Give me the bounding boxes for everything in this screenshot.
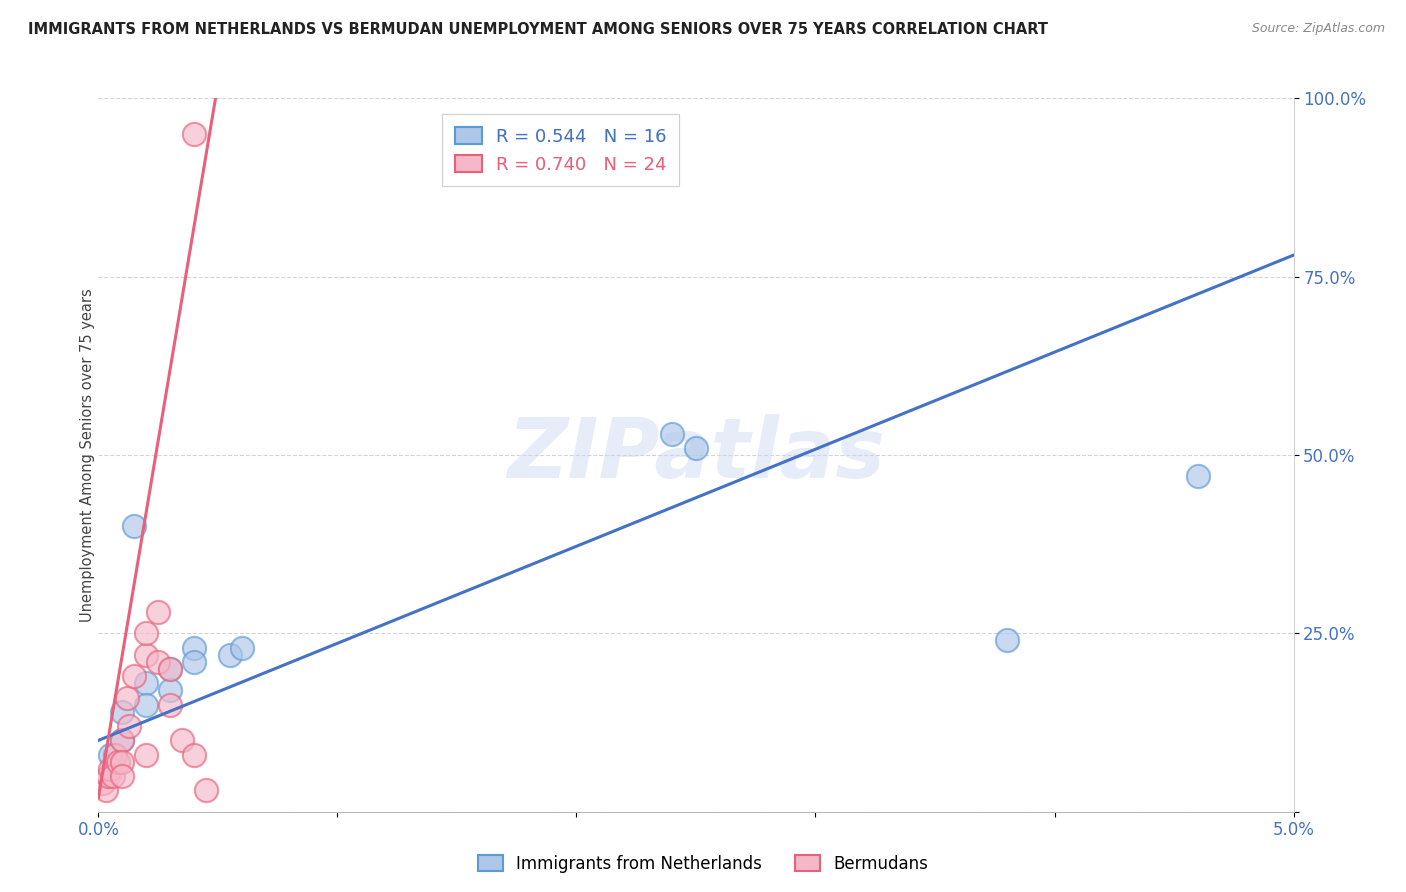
Point bbox=[94, 783, 117, 797]
Point bbox=[111, 755, 134, 769]
Point bbox=[995, 633, 1018, 648]
Point bbox=[111, 705, 134, 719]
Point bbox=[98, 762, 122, 776]
Y-axis label: Unemployment Among Seniors over 75 years: Unemployment Among Seniors over 75 years bbox=[80, 288, 94, 622]
Point bbox=[194, 783, 218, 797]
Point bbox=[124, 519, 146, 533]
Point bbox=[685, 441, 707, 455]
Point bbox=[135, 648, 157, 662]
Legend: Immigrants from Netherlands, Bermudans: Immigrants from Netherlands, Bermudans bbox=[471, 848, 935, 880]
Point bbox=[1187, 469, 1209, 483]
Point bbox=[124, 669, 146, 683]
Point bbox=[111, 769, 134, 783]
Point bbox=[148, 655, 170, 669]
Point bbox=[219, 648, 242, 662]
Point bbox=[159, 662, 181, 676]
Point bbox=[172, 733, 194, 747]
Point bbox=[231, 640, 253, 655]
Point bbox=[135, 698, 157, 712]
Point bbox=[97, 769, 120, 783]
Text: Source: ZipAtlas.com: Source: ZipAtlas.com bbox=[1251, 22, 1385, 36]
Point bbox=[135, 676, 157, 690]
Point bbox=[118, 719, 141, 733]
Point bbox=[183, 655, 205, 669]
Point bbox=[111, 733, 134, 747]
Point bbox=[183, 127, 205, 141]
Point bbox=[159, 683, 181, 698]
Point bbox=[115, 690, 138, 705]
Point bbox=[661, 426, 683, 441]
Point bbox=[104, 747, 127, 762]
Text: IMMIGRANTS FROM NETHERLANDS VS BERMUDAN UNEMPLOYMENT AMONG SENIORS OVER 75 YEARS: IMMIGRANTS FROM NETHERLANDS VS BERMUDAN … bbox=[28, 22, 1047, 37]
Point bbox=[107, 755, 129, 769]
Point bbox=[159, 662, 181, 676]
Point bbox=[135, 626, 157, 640]
Point bbox=[111, 733, 134, 747]
Point bbox=[159, 698, 181, 712]
Point bbox=[91, 776, 114, 790]
Point bbox=[148, 605, 170, 619]
Point bbox=[183, 640, 205, 655]
Point bbox=[98, 747, 122, 762]
Text: ZIPatlas: ZIPatlas bbox=[508, 415, 884, 495]
Legend: R = 0.544   N = 16, R = 0.740   N = 24: R = 0.544 N = 16, R = 0.740 N = 24 bbox=[441, 114, 679, 186]
Point bbox=[135, 747, 157, 762]
Point bbox=[101, 769, 124, 783]
Point bbox=[183, 747, 205, 762]
